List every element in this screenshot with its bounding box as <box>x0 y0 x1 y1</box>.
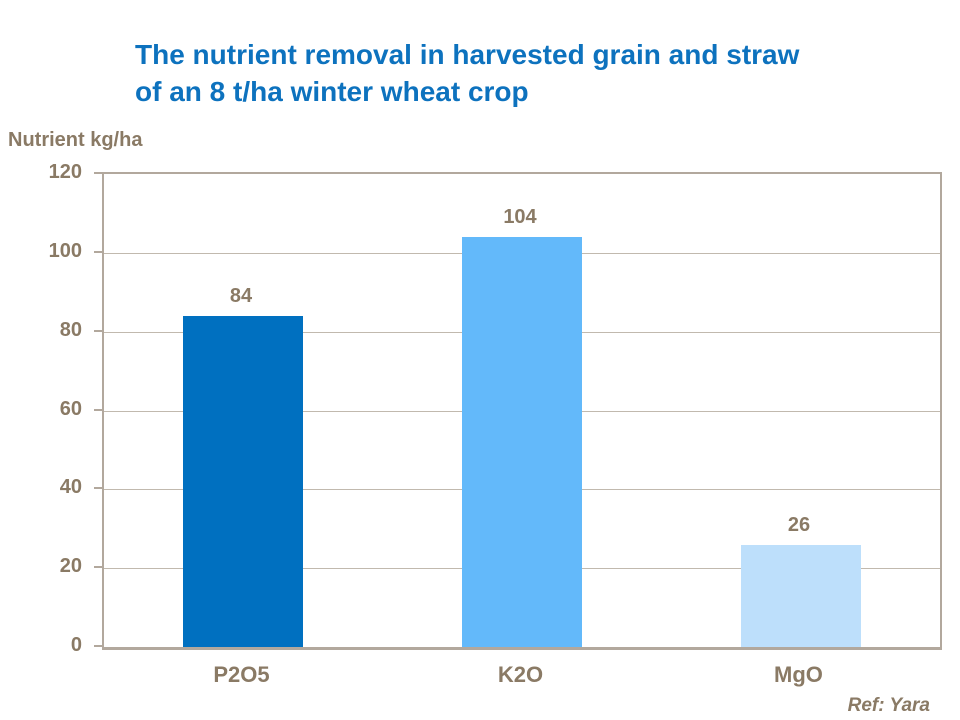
bar-mgo <box>741 545 861 647</box>
y-tick-label-20: 20 <box>59 555 82 577</box>
y-tick-label-80: 80 <box>59 319 82 341</box>
value-label-mgo: 26 <box>787 514 811 536</box>
bar-p2o5 <box>183 316 303 647</box>
y-axis-tick-40 <box>94 487 103 489</box>
y-tick-label-100: 100 <box>48 240 82 262</box>
category-label-mgo: MgO <box>774 662 823 687</box>
y-axis-tick-120 <box>94 172 103 174</box>
y-tick-label-120: 120 <box>48 161 82 183</box>
y-tick-label-40: 40 <box>59 476 82 498</box>
y-axis-tick-80 <box>94 330 103 332</box>
chart-title-line1: The nutrient removal in harvested grain … <box>135 39 800 70</box>
reference-note: Ref: Yara <box>847 695 930 716</box>
value-label-p2o5: 84 <box>229 285 253 307</box>
y-axis-tick-100 <box>94 251 103 253</box>
bar-k2o <box>462 237 582 647</box>
value-label-k2o: 104 <box>503 206 537 228</box>
category-label-k2o: K2O <box>497 662 544 687</box>
chart-plot-area <box>102 172 942 650</box>
category-label-p2o5: P2O5 <box>213 662 270 687</box>
y-tick-label-0: 0 <box>70 634 82 656</box>
chart-title-line2: of an 8 t/ha winter wheat crop <box>135 76 529 107</box>
y-axis-tick-60 <box>94 409 103 411</box>
y-axis-tick-20 <box>94 566 103 568</box>
y-axis-tick-0 <box>94 645 103 647</box>
chart-title: The nutrient removal in harvested grain … <box>135 36 799 110</box>
y-tick-label-60: 60 <box>59 398 82 420</box>
y-axis-title: Nutrient kg/ha <box>8 129 143 151</box>
